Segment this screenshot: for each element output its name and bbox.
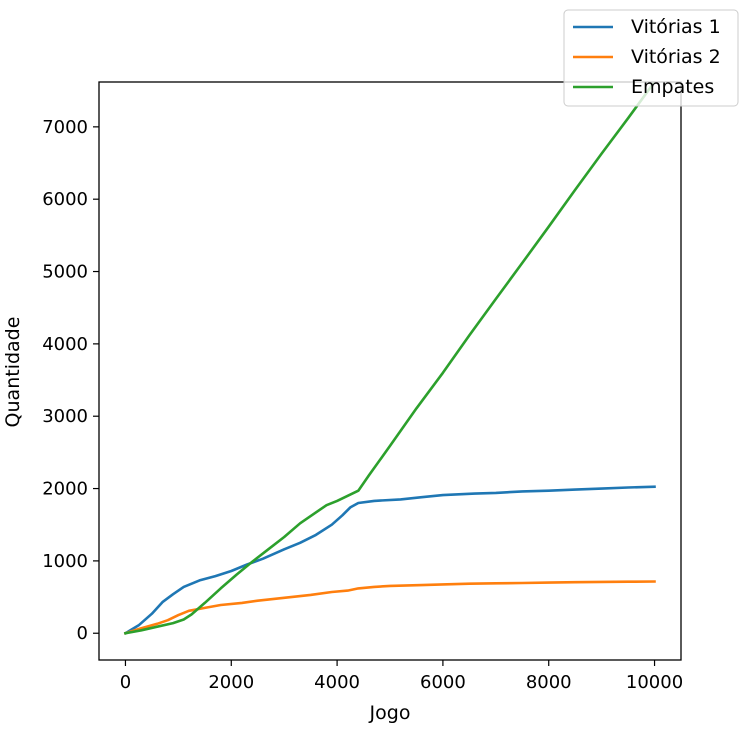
y-tick-label: 7000: [42, 117, 88, 138]
x-tick-label: 4000: [314, 672, 360, 693]
plot-area: [99, 82, 681, 660]
series-line-3: [123, 82, 657, 635]
y-axis-label: Quantidade: [2, 317, 24, 428]
y-axis-ticks: 0 1000 2000 3000 4000 5000 6000 7000: [42, 117, 99, 644]
y-tick-label: 3000: [42, 406, 88, 427]
x-tick-label: 10000: [626, 672, 683, 693]
x-tick-label: 6000: [420, 672, 466, 693]
y-tick-label: 4000: [42, 334, 88, 355]
legend: Vitórias 1 Vitórias 2 Empates: [563, 9, 739, 107]
series-line-1: [123, 485, 656, 635]
y-tick-label: 1000: [42, 551, 88, 572]
y-tick-label: 0: [77, 623, 88, 644]
y-tick-label: 6000: [42, 189, 88, 210]
x-axis-ticks: 0 2000 4000 6000 8000 10000: [120, 660, 683, 693]
x-tick-label: 8000: [526, 672, 572, 693]
series-layer: [123, 82, 657, 635]
legend-label-3: Empates: [631, 76, 714, 98]
legend-label-2: Vitórias 2: [631, 46, 721, 68]
x-tick-label: 2000: [208, 672, 254, 693]
series-line-2: [123, 580, 656, 635]
y-tick-label: 2000: [42, 479, 88, 500]
legend-label-1: Vitórias 1: [631, 16, 721, 38]
legend-box: [563, 9, 739, 107]
y-tick-label: 5000: [42, 262, 88, 283]
x-tick-label: 0: [120, 672, 131, 693]
plot-frame: [98, 81, 682, 661]
x-axis-label: Jogo: [369, 702, 411, 724]
